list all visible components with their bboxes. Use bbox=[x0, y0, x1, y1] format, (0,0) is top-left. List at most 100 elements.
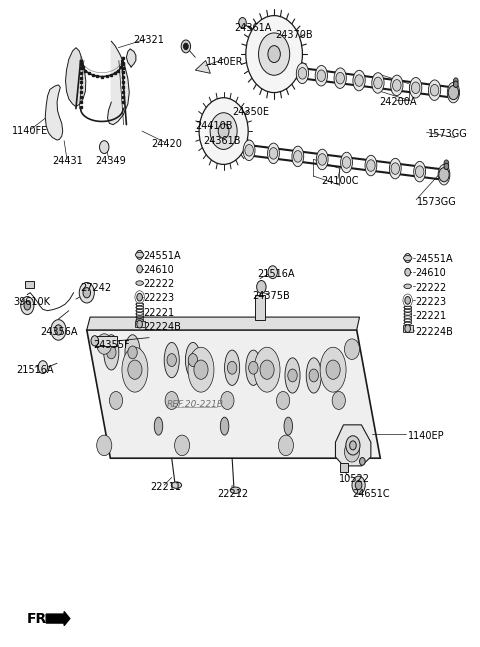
Ellipse shape bbox=[429, 80, 441, 100]
Circle shape bbox=[246, 16, 302, 93]
Circle shape bbox=[317, 70, 325, 82]
Text: 24370B: 24370B bbox=[275, 30, 313, 40]
Ellipse shape bbox=[284, 417, 292, 435]
Circle shape bbox=[454, 81, 458, 87]
Polygon shape bbox=[66, 48, 86, 107]
Text: 24651C: 24651C bbox=[352, 489, 390, 499]
Bar bbox=[95, 336, 118, 346]
Circle shape bbox=[165, 391, 179, 410]
Circle shape bbox=[355, 481, 362, 490]
Circle shape bbox=[221, 391, 234, 410]
Circle shape bbox=[136, 250, 143, 259]
Text: 24100C: 24100C bbox=[321, 176, 359, 186]
Text: 21516A: 21516A bbox=[257, 269, 294, 279]
Text: 1573GG: 1573GG bbox=[417, 197, 457, 206]
Circle shape bbox=[342, 157, 351, 168]
Circle shape bbox=[79, 283, 95, 303]
Circle shape bbox=[355, 75, 363, 86]
Circle shape bbox=[345, 339, 360, 360]
Polygon shape bbox=[45, 85, 63, 140]
Circle shape bbox=[268, 46, 280, 63]
Ellipse shape bbox=[306, 358, 321, 393]
Ellipse shape bbox=[136, 281, 144, 285]
Ellipse shape bbox=[365, 155, 377, 176]
Circle shape bbox=[405, 296, 410, 304]
Circle shape bbox=[448, 85, 458, 100]
Circle shape bbox=[444, 163, 449, 170]
Ellipse shape bbox=[372, 72, 384, 93]
Ellipse shape bbox=[389, 159, 401, 179]
Circle shape bbox=[309, 369, 318, 382]
Text: 24349: 24349 bbox=[95, 156, 126, 166]
Bar bbox=[255, 294, 265, 320]
Text: 22212: 22212 bbox=[217, 489, 248, 499]
Ellipse shape bbox=[404, 284, 411, 289]
Ellipse shape bbox=[438, 164, 450, 185]
Ellipse shape bbox=[164, 342, 179, 378]
Text: 22224B: 22224B bbox=[144, 322, 181, 332]
Ellipse shape bbox=[320, 347, 346, 392]
Ellipse shape bbox=[447, 82, 459, 103]
Text: 24361B: 24361B bbox=[203, 136, 240, 146]
Text: 27242: 27242 bbox=[81, 283, 112, 292]
Ellipse shape bbox=[414, 161, 426, 182]
Text: 24375B: 24375B bbox=[252, 291, 290, 301]
Circle shape bbox=[454, 78, 458, 84]
Ellipse shape bbox=[246, 350, 261, 386]
Ellipse shape bbox=[353, 71, 365, 91]
Circle shape bbox=[228, 361, 237, 374]
Ellipse shape bbox=[267, 143, 279, 164]
Circle shape bbox=[210, 113, 237, 149]
Circle shape bbox=[269, 148, 278, 159]
Circle shape bbox=[260, 360, 274, 379]
Circle shape bbox=[360, 457, 365, 465]
Circle shape bbox=[91, 336, 98, 346]
Circle shape bbox=[278, 435, 293, 455]
Ellipse shape bbox=[171, 482, 181, 488]
Circle shape bbox=[326, 360, 340, 379]
Text: 24610: 24610 bbox=[416, 269, 446, 278]
Ellipse shape bbox=[154, 417, 163, 435]
Circle shape bbox=[96, 334, 112, 355]
Text: 1140FE: 1140FE bbox=[12, 126, 48, 136]
Circle shape bbox=[96, 435, 112, 455]
Polygon shape bbox=[336, 425, 371, 466]
Circle shape bbox=[181, 40, 191, 53]
Circle shape bbox=[345, 441, 360, 462]
FancyArrow shape bbox=[46, 611, 70, 626]
Text: 22221: 22221 bbox=[144, 307, 175, 318]
Circle shape bbox=[405, 325, 410, 333]
Circle shape bbox=[218, 124, 229, 138]
Ellipse shape bbox=[292, 146, 304, 167]
Ellipse shape bbox=[334, 68, 347, 89]
Circle shape bbox=[24, 301, 31, 310]
Text: 22222: 22222 bbox=[416, 283, 447, 292]
Circle shape bbox=[294, 151, 302, 162]
Ellipse shape bbox=[135, 252, 144, 258]
Text: 24551A: 24551A bbox=[144, 251, 181, 261]
Polygon shape bbox=[87, 330, 380, 458]
Text: 24410B: 24410B bbox=[195, 121, 233, 131]
Ellipse shape bbox=[316, 149, 328, 170]
Text: 22221: 22221 bbox=[416, 311, 447, 321]
Circle shape bbox=[257, 281, 266, 293]
Circle shape bbox=[216, 117, 226, 130]
Circle shape bbox=[440, 169, 448, 181]
Circle shape bbox=[259, 33, 290, 75]
Text: 24350E: 24350E bbox=[232, 107, 269, 117]
Circle shape bbox=[449, 87, 458, 98]
Ellipse shape bbox=[122, 347, 148, 392]
Circle shape bbox=[99, 140, 109, 153]
Circle shape bbox=[430, 84, 439, 96]
Circle shape bbox=[349, 441, 356, 450]
Circle shape bbox=[183, 43, 188, 50]
Circle shape bbox=[109, 391, 122, 410]
Ellipse shape bbox=[185, 342, 201, 378]
Ellipse shape bbox=[341, 152, 352, 173]
Text: 10522: 10522 bbox=[339, 474, 370, 484]
Circle shape bbox=[245, 144, 253, 156]
Ellipse shape bbox=[188, 347, 214, 392]
Circle shape bbox=[444, 160, 449, 166]
Text: 24356A: 24356A bbox=[41, 327, 78, 337]
Text: 1140EP: 1140EP bbox=[408, 431, 444, 441]
